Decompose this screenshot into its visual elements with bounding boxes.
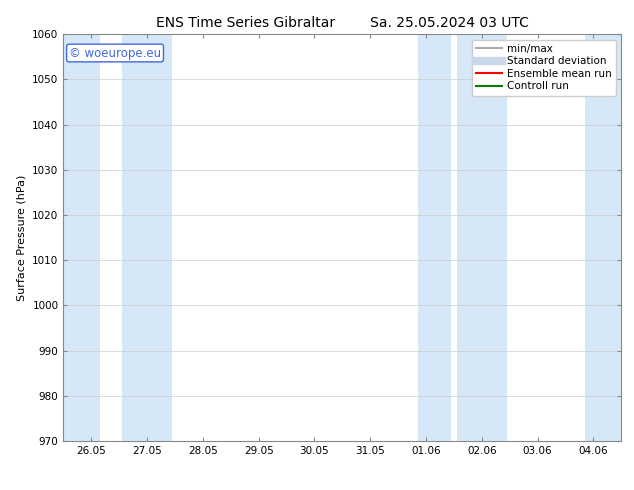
Text: © woeurope.eu: © woeurope.eu <box>69 47 161 59</box>
Title: ENS Time Series Gibraltar        Sa. 25.05.2024 03 UTC: ENS Time Series Gibraltar Sa. 25.05.2024… <box>156 16 529 30</box>
Bar <box>418 34 451 441</box>
Bar <box>456 34 507 441</box>
Bar <box>585 34 621 441</box>
Legend: min/max, Standard deviation, Ensemble mean run, Controll run: min/max, Standard deviation, Ensemble me… <box>472 40 616 96</box>
Y-axis label: Surface Pressure (hPa): Surface Pressure (hPa) <box>16 174 27 301</box>
Bar <box>122 34 172 441</box>
Bar <box>63 34 100 441</box>
